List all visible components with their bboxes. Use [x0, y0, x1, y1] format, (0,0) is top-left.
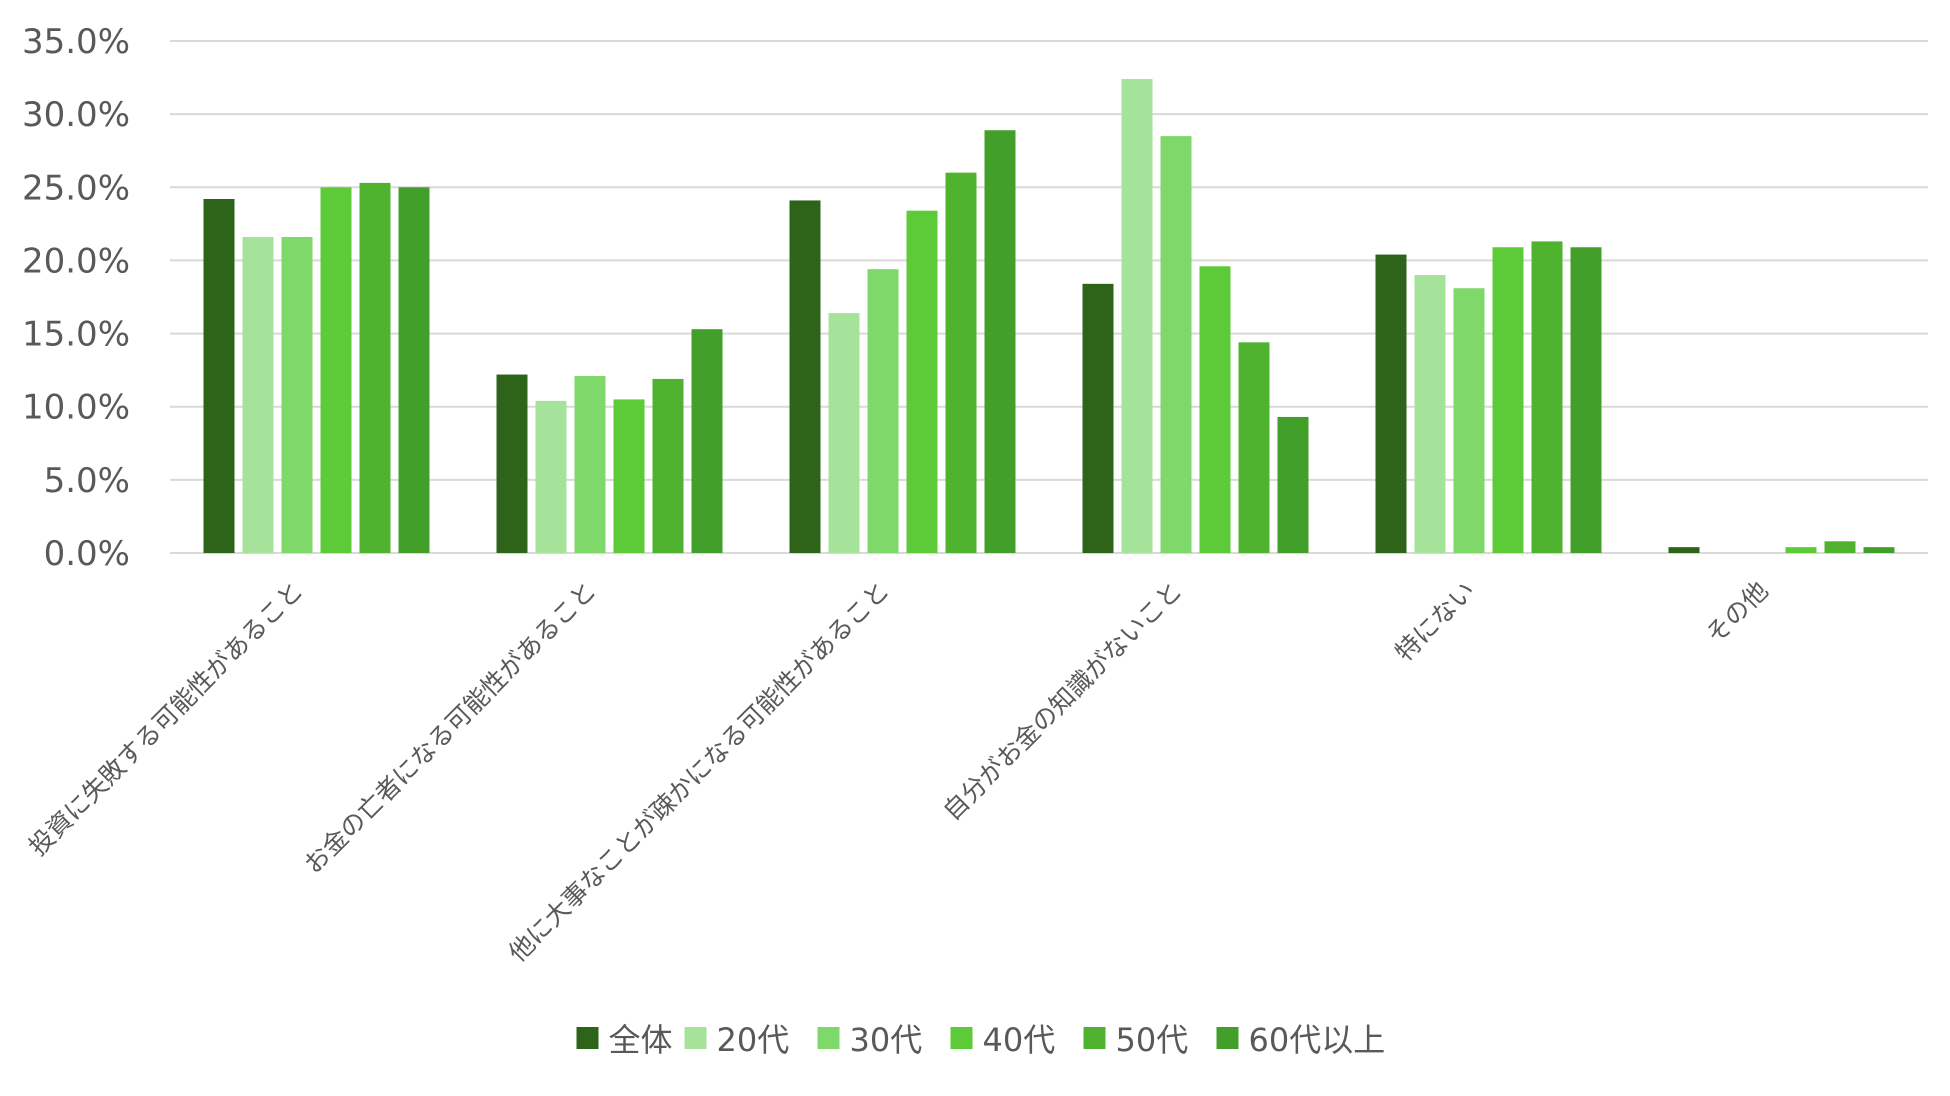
- bar: [867, 269, 899, 553]
- legend-swatch: [950, 1027, 973, 1049]
- bar: [242, 237, 274, 553]
- bar: [984, 130, 1016, 553]
- bar: [535, 400, 567, 553]
- x-category-label: 自分がお金の知識がないこと: [937, 576, 1187, 826]
- bar: [1531, 241, 1563, 553]
- bar: [828, 313, 860, 553]
- bar: [359, 182, 391, 553]
- y-tick-label: 20.0%: [22, 241, 130, 281]
- bar: [691, 329, 723, 553]
- x-category-label: 特にない: [1390, 576, 1481, 667]
- bar: [496, 374, 528, 553]
- bar: [398, 187, 430, 554]
- bar: [203, 198, 235, 553]
- bar: [320, 187, 352, 554]
- bar: [1375, 254, 1407, 553]
- legend-swatch: [1083, 1027, 1106, 1049]
- y-tick-label: 10.0%: [22, 388, 130, 428]
- y-tick-label: 35.0%: [22, 22, 130, 62]
- legend-label: 60代以上: [1249, 1021, 1386, 1059]
- y-axis-tick-labels: 0.0% 5.0% 10.0% 15.0% 20.0% 25.0% 30.0% 35.0%: [22, 22, 130, 574]
- y-tick-label: 30.0%: [22, 95, 130, 135]
- bar: [1082, 283, 1114, 553]
- bar: [1863, 547, 1895, 553]
- y-tick-label: 25.0%: [22, 168, 130, 208]
- bar: [1824, 541, 1856, 553]
- bar: [1199, 266, 1231, 553]
- legend-swatch: [817, 1027, 840, 1049]
- legend-label: 50代: [1116, 1021, 1189, 1059]
- legend-label: 40代: [983, 1021, 1056, 1059]
- x-axis-category-labels: 投資に失敗する可能性があることお金の亡者になる可能性があること他に大事なことが疎…: [23, 576, 1774, 968]
- bar: [1492, 247, 1524, 553]
- bar: [574, 375, 606, 553]
- bar: [281, 237, 313, 553]
- bar: [945, 172, 977, 553]
- legend-label: 20代: [717, 1021, 790, 1059]
- bar: [789, 200, 821, 554]
- legend-swatch: [1216, 1027, 1239, 1049]
- legend: 全体 20代 30代 40代 50代 60代以上: [576, 1021, 1386, 1059]
- x-category-label: お金の亡者になる可能性があること: [298, 576, 601, 879]
- bars: [203, 79, 1895, 554]
- bar: [613, 399, 645, 553]
- bar: [1668, 547, 1700, 553]
- bar: [1785, 547, 1817, 553]
- legend-swatch: [684, 1027, 707, 1049]
- x-category-label: 投資に失敗する可能性があること: [23, 576, 309, 862]
- legend-label: 30代: [850, 1021, 923, 1059]
- bar: [1453, 288, 1485, 553]
- y-tick-label: 0.0%: [44, 534, 130, 574]
- gridlines: [170, 40, 1928, 554]
- legend-swatch: [576, 1027, 599, 1049]
- x-category-label: その他: [1700, 576, 1774, 650]
- legend-label: 全体: [609, 1021, 673, 1059]
- bar: [1570, 247, 1602, 553]
- bar: [906, 210, 938, 554]
- bar: [652, 378, 684, 553]
- bar: [1414, 275, 1446, 553]
- bar: [1238, 342, 1270, 553]
- y-tick-label: 5.0%: [44, 461, 130, 501]
- bar: [1121, 79, 1153, 553]
- bar: [1277, 416, 1309, 553]
- y-tick-label: 15.0%: [22, 315, 130, 355]
- bar: [1160, 136, 1192, 554]
